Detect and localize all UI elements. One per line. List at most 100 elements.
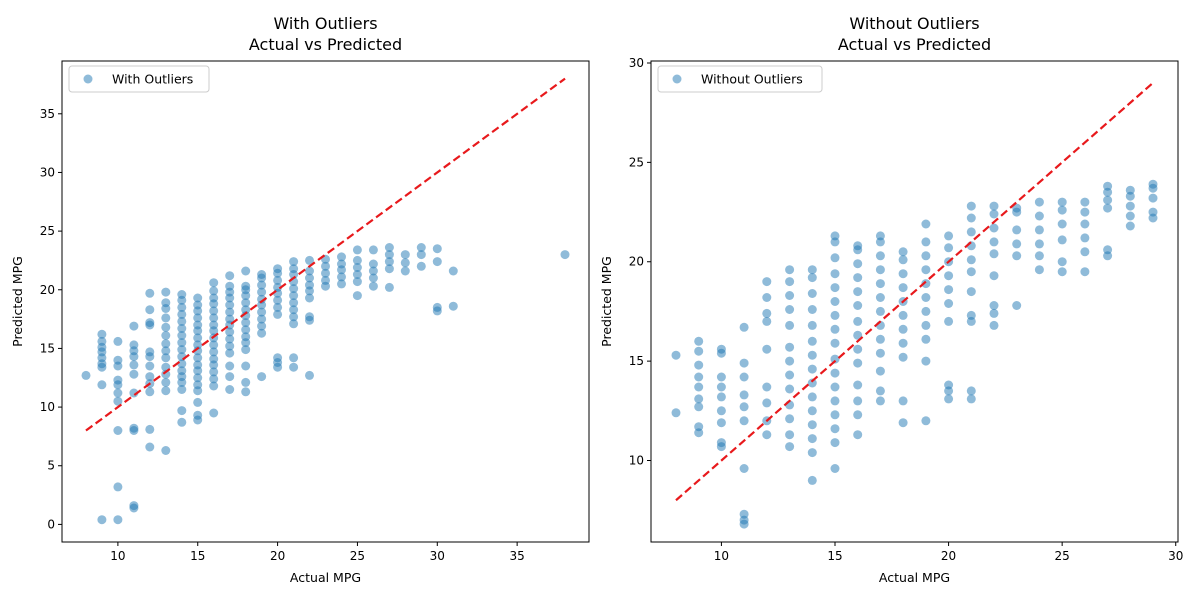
data-point — [1057, 197, 1067, 207]
y-tick-label: 30 — [629, 56, 644, 70]
data-point — [671, 350, 681, 360]
data-point — [113, 426, 123, 435]
data-point — [694, 336, 704, 346]
data-point — [853, 241, 863, 251]
data-point — [273, 353, 283, 363]
data-point — [113, 355, 123, 365]
legend-label: With Outliers — [112, 72, 193, 87]
data-point — [432, 302, 442, 312]
y-axis-label: Predicted MPG — [10, 256, 25, 347]
data-point — [129, 321, 139, 331]
data-point — [966, 267, 976, 277]
data-point — [739, 416, 749, 426]
data-point — [1103, 203, 1113, 213]
data-point — [739, 509, 749, 519]
data-point — [161, 322, 171, 332]
data-point — [257, 314, 267, 324]
data-point — [785, 442, 795, 452]
data-point — [129, 423, 139, 433]
data-point — [762, 382, 772, 392]
data-point — [113, 388, 123, 398]
data-point — [289, 319, 299, 329]
data-point — [921, 279, 931, 289]
data-point — [921, 293, 931, 302]
x-tick-label: 20 — [270, 549, 285, 563]
data-point — [898, 310, 908, 320]
data-point — [384, 257, 394, 267]
data-point — [762, 316, 772, 326]
data-point — [241, 345, 251, 355]
data-point — [830, 231, 840, 241]
data-point — [1148, 193, 1158, 203]
data-point — [384, 282, 394, 292]
data-point — [209, 381, 219, 391]
data-point — [113, 396, 123, 406]
data-point — [193, 353, 203, 363]
data-point — [241, 325, 251, 335]
data-point — [1057, 267, 1067, 277]
x-tick-label: 15 — [827, 549, 842, 563]
data-point — [1080, 247, 1090, 257]
data-point — [830, 438, 840, 448]
y-axis-label: Predicted MPG — [599, 256, 614, 347]
data-point — [241, 281, 251, 291]
data-point — [807, 475, 817, 485]
data-point — [560, 250, 570, 260]
x-axis-label: Actual MPG — [290, 570, 361, 585]
data-point — [241, 332, 251, 342]
data-point — [129, 340, 139, 350]
data-point — [898, 396, 908, 406]
data-point — [257, 307, 267, 317]
data-point — [305, 255, 314, 265]
data-point — [944, 299, 954, 308]
data-point — [898, 418, 908, 428]
x-axis-label: Actual MPG — [879, 570, 950, 585]
data-point — [739, 402, 749, 412]
data-point — [225, 314, 235, 324]
data-point — [853, 301, 863, 310]
data-point — [416, 261, 426, 271]
data-point — [966, 287, 976, 297]
data-point — [853, 330, 863, 340]
data-point — [1080, 267, 1090, 277]
data-point — [716, 382, 726, 392]
data-point — [1034, 251, 1044, 261]
data-point — [289, 264, 299, 274]
data-point — [830, 368, 840, 378]
data-point — [400, 250, 410, 260]
data-point — [81, 370, 91, 380]
data-point — [289, 284, 299, 294]
data-point — [177, 417, 187, 427]
x-tick-label: 30 — [430, 549, 445, 563]
data-point — [762, 277, 772, 287]
x-tick-label: 25 — [350, 549, 365, 563]
data-point — [273, 302, 283, 312]
data-point — [113, 375, 123, 385]
x-tick-label: 35 — [509, 549, 524, 563]
data-point — [1148, 207, 1158, 217]
data-point — [209, 293, 219, 303]
data-point — [177, 366, 187, 376]
data-point — [944, 231, 954, 241]
data-point — [241, 266, 251, 276]
data-point — [97, 380, 107, 390]
data-point — [145, 347, 155, 357]
data-point — [875, 348, 885, 358]
chart-with-outliers: With Outliers Actual vs Predicted 10 15 20 25… — [10, 14, 590, 585]
axes-frame — [650, 60, 1179, 543]
y-tick-label: 15 — [40, 341, 55, 355]
data-point — [368, 245, 378, 255]
data-point — [305, 266, 314, 276]
data-point — [321, 268, 330, 278]
data-point — [177, 385, 187, 394]
data-point — [273, 309, 283, 319]
x-tick-label: 20 — [941, 549, 956, 563]
data-point — [225, 361, 235, 371]
data-point — [209, 340, 219, 350]
data-point — [785, 342, 795, 352]
data-point — [1012, 301, 1022, 310]
data-point — [289, 312, 299, 322]
data-point — [416, 243, 426, 252]
data-point — [368, 281, 378, 291]
